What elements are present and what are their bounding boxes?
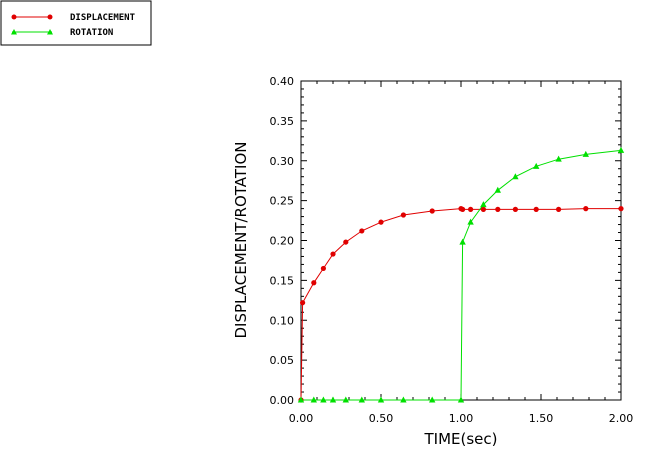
y-tick-label: 0.05 — [270, 354, 295, 367]
tick-labels: 0.00 0.50 1.00 1.50 2.00 0.00 0.05 0.10 0.15 0.20… — [270, 75, 634, 425]
y-tick-label: 0.30 — [270, 155, 295, 168]
data-point-rotation — [494, 186, 501, 193]
series-line-displacement — [300, 208, 621, 401]
x-tick-label: 0.50 — [369, 412, 394, 425]
data-point-rotation — [555, 155, 562, 162]
legend-marker-rotation — [47, 29, 53, 35]
legend-marker-displacement — [47, 14, 53, 20]
x-tick-label: 0.00 — [289, 412, 314, 425]
data-point-displacement — [583, 206, 589, 212]
data-point-displacement — [533, 206, 539, 212]
data-point-rotation — [329, 396, 337, 403]
legend-label-rotation: ROTATION — [70, 28, 113, 38]
y-axis-title: DISPLACEMENT/ROTATION — [232, 142, 250, 339]
data-point-rotation — [320, 396, 327, 403]
y-tick-label: 0.20 — [270, 235, 295, 248]
data-point-rotation — [512, 173, 519, 180]
data-point-rotation — [617, 146, 625, 153]
series-lines — [300, 149, 622, 401]
data-point-rotation — [582, 150, 589, 157]
x-axis-title: TIME(sec) — [423, 430, 497, 448]
data-point-rotation — [377, 396, 385, 403]
data-point-displacement — [343, 239, 349, 245]
data-point-rotation — [400, 396, 407, 403]
series-line-rotation — [301, 149, 622, 401]
y-tick-label: 0.25 — [270, 195, 295, 208]
data-point-rotation — [297, 396, 305, 403]
data-point-rotation — [457, 396, 465, 403]
data-point-displacement — [512, 206, 519, 212]
data-point-displacement — [495, 206, 501, 212]
data-point-displacement — [556, 206, 562, 212]
data-point-rotation — [533, 162, 540, 169]
data-point-displacement — [359, 228, 365, 234]
data-point-displacement — [429, 208, 435, 214]
y-tick-label: 0.00 — [270, 394, 295, 407]
data-point-rotation — [459, 238, 466, 245]
x-tick-label: 1.00 — [449, 412, 474, 425]
x-tick-label: 1.50 — [529, 412, 554, 425]
data-point-rotation — [429, 396, 436, 403]
data-point-displacement — [300, 300, 306, 306]
data-point-displacement — [468, 206, 474, 212]
legend-marker-displacement — [11, 14, 17, 20]
y-tick-label: 0.40 — [270, 75, 295, 88]
data-point-displacement — [320, 265, 326, 272]
data-point-rotation — [467, 218, 474, 225]
legend-marker-rotation — [11, 29, 17, 35]
data-point-rotation — [358, 396, 365, 403]
y-tick-label: 0.35 — [270, 115, 295, 128]
data-point-displacement — [378, 219, 384, 225]
y-tick-label: 0.15 — [270, 274, 295, 287]
data-point-rotation — [342, 396, 349, 403]
data-point-displacement — [400, 212, 406, 218]
data-point-displacement — [618, 206, 624, 212]
legend-label-displacement: DISPLACEMENT — [70, 13, 136, 23]
data-point-rotation — [310, 396, 317, 403]
data-point-rotation — [480, 201, 487, 208]
legend: DISPLACEMENT ROTATION — [0, 0, 152, 46]
data-point-displacement — [311, 280, 317, 286]
data-point-displacement — [460, 206, 466, 212]
data-point-displacement — [480, 206, 486, 212]
x-tick-label: 2.00 — [609, 412, 634, 425]
axis-ticks — [300, 80, 622, 401]
legend-box — [0, 0, 152, 46]
series-markers — [297, 146, 625, 403]
data-point-displacement — [330, 251, 336, 257]
y-tick-label: 0.10 — [270, 314, 295, 327]
